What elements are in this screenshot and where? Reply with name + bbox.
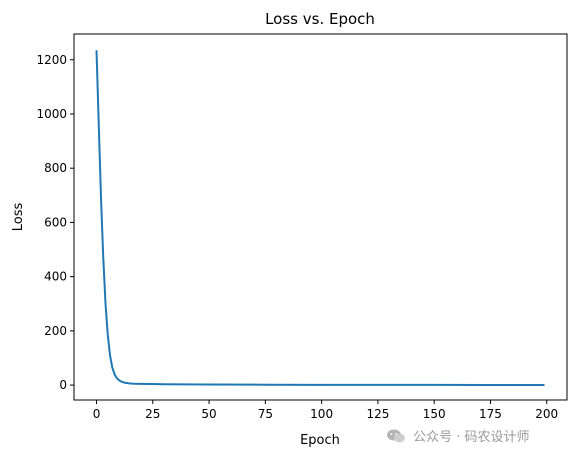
- wechat-icon: [386, 428, 406, 448]
- chart-title: Loss vs. Epoch: [265, 10, 375, 28]
- series-layer: [95, 50, 545, 386]
- x-tick-label: 150: [423, 407, 446, 421]
- x-tick-label: 75: [258, 407, 273, 421]
- y-tick-label: 1200: [36, 53, 67, 67]
- x-tick-label: 175: [479, 407, 502, 421]
- x-tick-label: 0: [93, 407, 101, 421]
- x-tick-label: 50: [201, 407, 216, 421]
- loss-series-line: [95, 50, 545, 386]
- y-tick-label: 0: [59, 378, 67, 392]
- y-axis: 0 200 400 600 800 1000 1200: [36, 53, 74, 392]
- y-tick-label: 600: [44, 215, 67, 229]
- x-tick-label: 100: [310, 407, 333, 421]
- x-axis: 0 25 50 75 100 125 150 175 200: [93, 400, 558, 421]
- y-tick-label: 800: [44, 161, 67, 175]
- x-tick-label: 125: [366, 407, 389, 421]
- watermark-text: 公众号 · 码农设计师: [413, 430, 530, 445]
- plot-frame: [73, 33, 568, 401]
- y-tick-label: 200: [44, 324, 67, 338]
- x-tick-label: 25: [145, 407, 160, 421]
- watermark: 公众号 · 码农设计师: [386, 426, 530, 448]
- x-axis-label: Epoch: [300, 433, 340, 448]
- y-axis-label: Loss: [11, 203, 26, 232]
- y-tick-label: 400: [44, 270, 67, 284]
- x-tick-label: 200: [535, 407, 558, 421]
- y-tick-label: 1000: [36, 107, 67, 121]
